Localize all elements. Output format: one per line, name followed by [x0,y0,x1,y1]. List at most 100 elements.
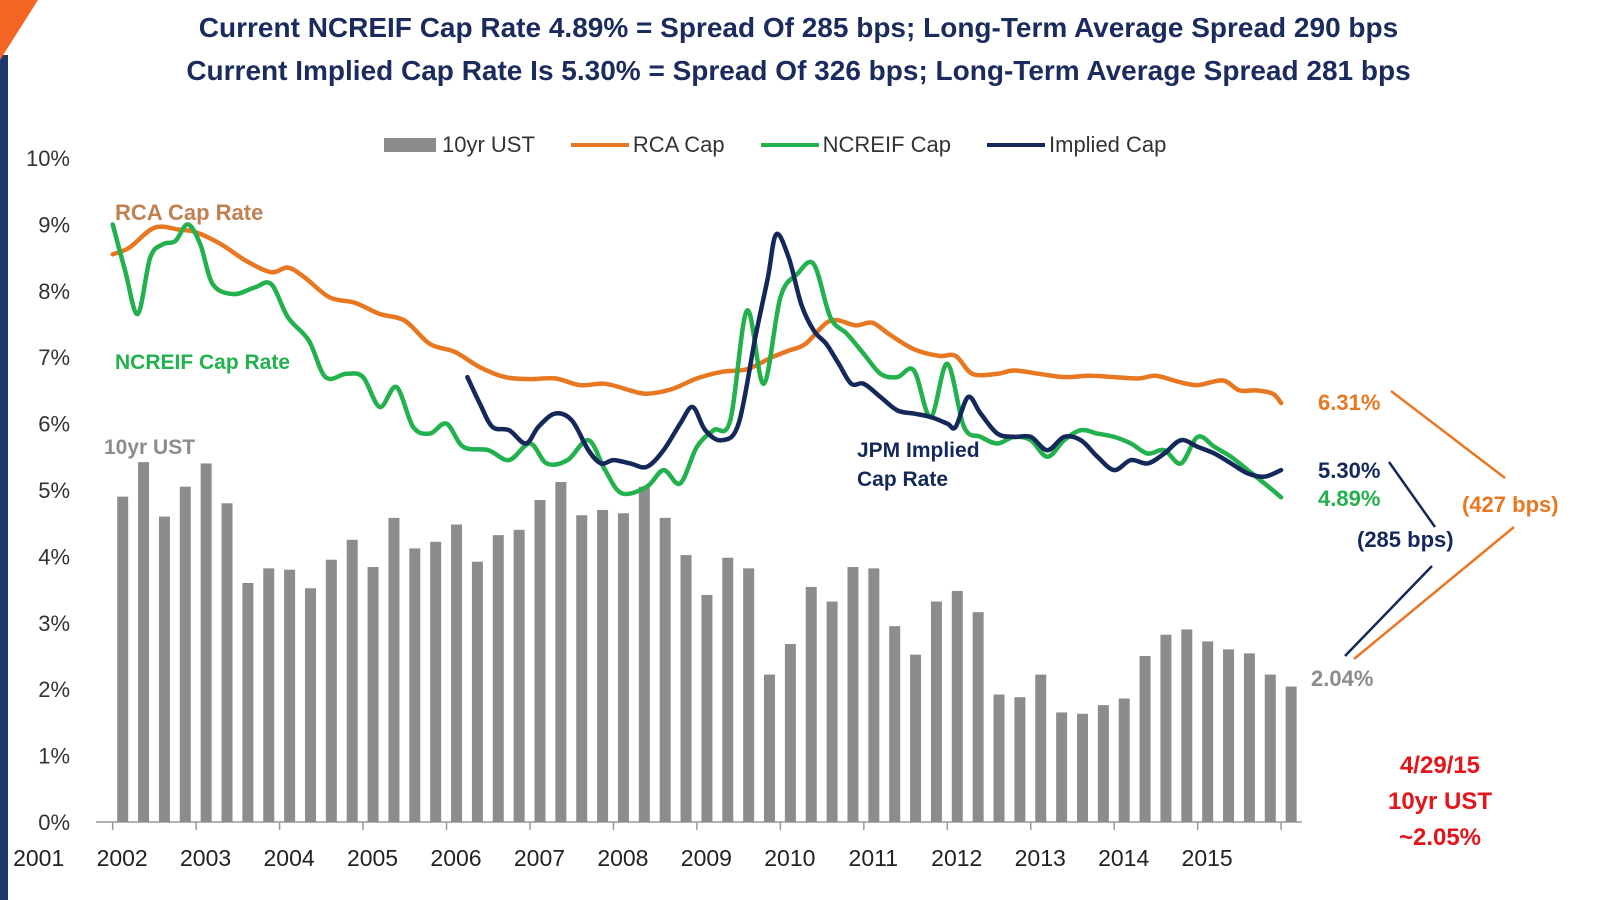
ust-bar [513,529,525,822]
legend-ust-label: 10yr UST [442,132,535,157]
ust-bar [784,644,796,822]
y-tick-label: 10% [26,146,70,171]
ust-bar [158,516,170,822]
ust-bar [221,503,233,822]
ust-bar [1014,697,1026,822]
x-tick-label: 2014 [1098,845,1149,871]
legend-ust: 10yr UST [384,132,535,158]
ust-bar [847,567,859,822]
date-stamp-line1: 4/29/15 [1399,752,1481,779]
ust-bar [638,486,650,822]
date-stamp-line2: 10yr UST [1387,788,1493,815]
ust-bar [325,559,337,822]
ust-bar [263,568,275,822]
spread-285-bracket [1344,461,1437,657]
ust-bar [492,535,504,822]
rca-series-label: RCA Cap Rate [115,200,264,225]
x-tick-label: 2001 [13,845,64,871]
y-tick-label: 0% [38,810,70,835]
x-tick-label: 2007 [514,845,565,871]
ust-bar [993,694,1005,822]
jpm-implied-label: JPM Implied Cap Rate [857,436,980,494]
ncreif-cap-line [110,222,1284,500]
y-tick-label: 6% [38,412,70,437]
spread-427-bracket [1353,390,1515,660]
legend-ncreif-label: NCREIF Cap [822,132,951,157]
legend-rca-swatch [570,143,629,147]
y-tick-label: 2% [38,677,70,702]
ust-end-value: 2.04% [1311,666,1374,691]
ust-bar [868,568,880,822]
rca-cap-line [110,224,1284,406]
spread-285-label: (285 bps) [1357,527,1454,552]
x-tick-label: 2002 [97,845,148,871]
y-tick-label: 1% [38,744,70,769]
ust-bar [1139,656,1151,822]
y-tick-label: 4% [38,544,70,569]
ust-bar [805,586,817,822]
ust-bar [284,569,296,822]
x-tick-label: 2011 [849,845,898,871]
ust-bar [597,509,609,822]
ust-bar [1097,705,1109,822]
ust-bar [117,496,129,822]
y-tick-label: 3% [38,611,70,636]
y-tick-label: 5% [38,478,70,503]
legend-rca: RCA Cap [570,132,725,158]
title-line-2: Current Implied Cap Rate Is 5.30% = Spre… [186,55,1411,86]
y-tick-label: 8% [38,279,70,304]
ust-bar [1076,713,1088,822]
x-tick-label: 2015 [1182,845,1233,871]
ust-bar [951,590,963,822]
y-tick-label: 7% [38,345,70,370]
legend-implied: Implied Cap [987,132,1166,158]
ust-bar [1264,674,1276,822]
ncreif-end-value: 4.89% [1318,486,1381,511]
ust-bar [367,567,379,822]
ust-bar [576,515,588,822]
ust-bar [1118,698,1130,822]
ust-bar [1285,686,1297,822]
ust-series-label: 10yr UST [104,436,196,459]
ust-bar [471,561,483,822]
title-line-1: Current NCREIF Cap Rate 4.89% = Spread O… [198,12,1399,43]
x-tick-label: 2013 [1015,845,1066,871]
ust-bar [1181,629,1193,822]
ust-bar [930,601,942,822]
left-accent-bar [0,55,8,900]
legend-implied-label: Implied Cap [1049,132,1167,157]
ncreif-series-label: NCREIF Cap Rate [115,351,291,374]
legend-ncreif: NCREIF Cap [760,132,951,158]
ust-bar [179,486,191,822]
jpm-implied-label-line1: JPM Implied [857,439,980,462]
x-tick-label: 2008 [597,845,648,871]
ust-bar [555,482,567,822]
ust-bar [409,548,421,822]
ust-bar [743,568,755,822]
ust-bar [242,582,254,822]
ust-bar [1243,653,1255,822]
jpm-implied-label-line2: Cap Rate [857,468,949,491]
legend-rca-label: RCA Cap [632,132,725,157]
corner-accent-triangle [0,0,38,60]
legend-ust-swatch [384,138,436,152]
x-tick-label: 2010 [764,845,815,871]
ust-bar [659,517,671,822]
x-tick-label: 2012 [931,845,982,871]
x-tick-label: 2009 [681,845,732,871]
ust-bar [1035,674,1047,822]
date-stamp: 4/29/15 10yr UST ~2.05% [1355,748,1525,856]
implied-end-value: 5.30% [1318,458,1381,483]
ust-bar [701,594,713,822]
ust-bar [972,612,984,822]
implied-cap-line [465,231,1284,480]
rca-end-value: 6.31% [1318,390,1381,415]
x-tick-label: 2005 [347,845,398,871]
x-tick-label: 2004 [263,845,314,871]
ust-bar [388,517,400,822]
ust-bar [889,626,901,822]
date-stamp-line3: ~2.05% [1398,824,1482,851]
spread-427-label: (427 bps) [1462,492,1559,517]
ust-bar [138,462,150,822]
